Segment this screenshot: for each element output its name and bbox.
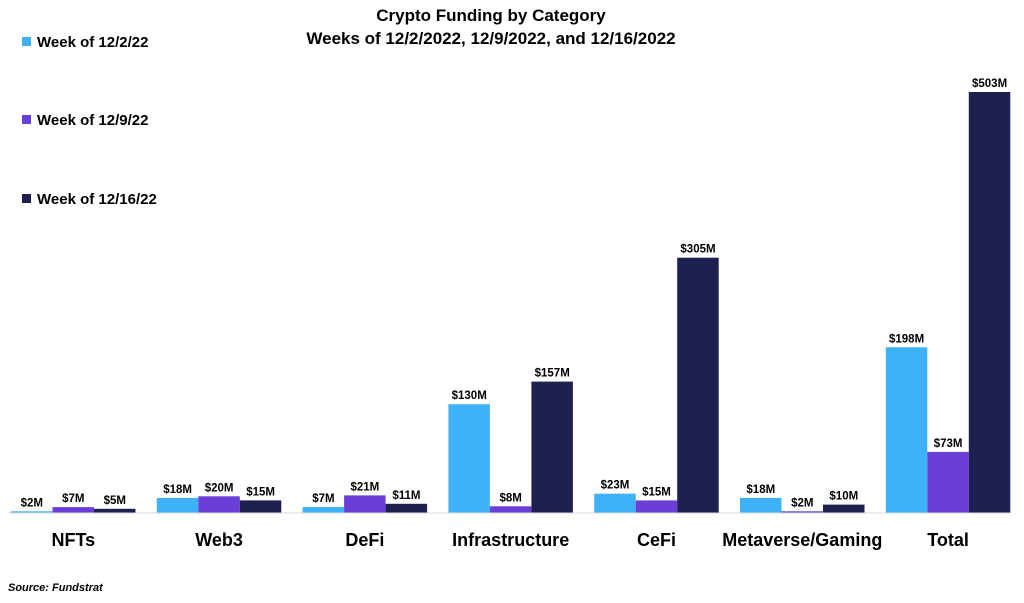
- category-label: Web3: [195, 530, 243, 550]
- bar-cefi-series-2: [635, 500, 678, 513]
- bar-infrastructure-series-2: [489, 506, 532, 513]
- bar-metaverse-gaming-series-2: [781, 511, 823, 513]
- value-label: $18M: [746, 484, 775, 496]
- legend-label-series-1: Week of 12/2/22: [37, 34, 148, 51]
- value-label: $15M: [642, 486, 671, 498]
- bar-nfts-series-3: [94, 508, 136, 513]
- value-label: $20M: [205, 482, 234, 494]
- bar-total-series-3: [968, 92, 1011, 513]
- value-label: $8M: [500, 492, 522, 504]
- bar-metaverse-gaming-series-3: [823, 504, 865, 513]
- bar-total-series-2: [927, 451, 969, 513]
- source-note: Source: Fundstrat: [8, 582, 104, 594]
- category-label: NFTs: [51, 530, 95, 550]
- bar-web3-series-2: [198, 496, 240, 513]
- value-label: $2M: [791, 497, 813, 509]
- bar-defi-series-2: [344, 495, 386, 513]
- value-label: $7M: [312, 493, 334, 505]
- value-label: $73M: [934, 438, 963, 450]
- value-label: $157M: [535, 368, 570, 380]
- legend-swatch-series-3: [22, 194, 31, 203]
- bar-web3-series-1: [156, 497, 199, 513]
- value-labels-group: $2M $7M $5M $18M $20M $15M $7M $21M $11M $130M $8M…: [21, 78, 1008, 509]
- value-label: $18M: [163, 484, 192, 496]
- value-label: $21M: [351, 481, 380, 493]
- bar-metaverse-gaming-series-1: [740, 497, 782, 513]
- category-label: DeFi: [345, 530, 384, 550]
- value-label: $503M: [972, 78, 1007, 90]
- value-label: $10M: [829, 491, 858, 503]
- value-label: $305M: [680, 244, 715, 256]
- bar-web3-series-3: [239, 500, 282, 513]
- legend-label-series-3: Week of 12/16/22: [37, 191, 157, 208]
- legend-swatch-series-1: [22, 37, 31, 46]
- bar-nfts-series-2: [52, 507, 94, 513]
- bar-infrastructure-series-3: [531, 381, 573, 513]
- legend-label-series-2: Week of 12/9/22: [37, 112, 148, 129]
- value-label: $7M: [62, 493, 84, 505]
- bar-infrastructure-series-1: [448, 404, 490, 513]
- category-labels-group: NFTs Web3 DeFi Infrastructure CeFi Metaverse/…: [51, 530, 968, 550]
- bar-cefi-series-1: [594, 493, 636, 513]
- legend: Week of 12/2/22 Week of 12/9/22 Week of …: [22, 34, 157, 208]
- value-label: $23M: [601, 480, 630, 492]
- value-label: $15M: [246, 486, 275, 498]
- chart-subtitle: Weeks of 12/2/2022, 12/9/2022, and 12/16…: [306, 29, 675, 48]
- category-label: Infrastructure: [452, 530, 569, 550]
- value-label: $198M: [889, 333, 924, 345]
- bar-defi-series-1: [302, 507, 345, 513]
- chart-title: Crypto Funding by Category: [376, 6, 606, 25]
- category-label: Total: [927, 530, 969, 550]
- value-label: $2M: [21, 497, 43, 509]
- category-label: Metaverse/Gaming: [722, 530, 882, 550]
- bars-group: [11, 92, 1011, 513]
- bar-defi-series-3: [385, 503, 428, 513]
- value-label: $5M: [104, 495, 126, 507]
- bar-total-series-1: [885, 347, 928, 513]
- category-label: CeFi: [637, 530, 676, 550]
- bar-cefi-series-3: [677, 257, 719, 513]
- value-label: $11M: [392, 490, 420, 502]
- value-label: $130M: [452, 390, 487, 402]
- legend-swatch-series-2: [22, 115, 31, 124]
- bar-nfts-series-1: [11, 511, 53, 513]
